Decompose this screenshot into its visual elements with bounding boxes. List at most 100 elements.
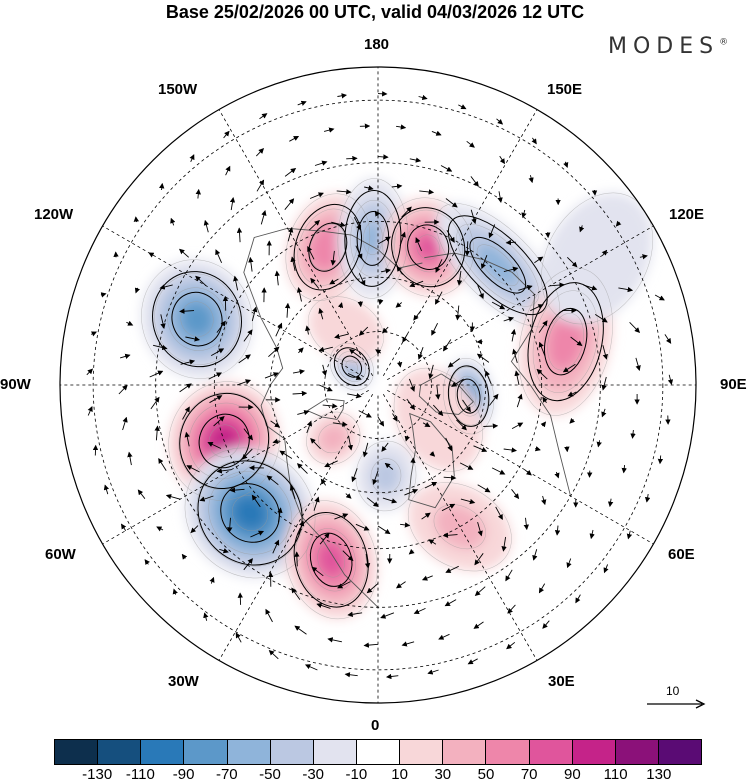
wind-vector-arrow <box>235 632 242 643</box>
wind-vector-arrow <box>266 75 275 81</box>
wind-vector-arrow <box>591 189 598 196</box>
wind-vector-arrow <box>264 372 279 379</box>
wind-vector-arrow <box>160 314 166 329</box>
colorbar-tick-label: -10 <box>345 766 368 783</box>
wind-vector-arrow <box>133 216 140 223</box>
streamline <box>308 222 348 272</box>
wind-vector-arrow <box>432 404 444 417</box>
map-background <box>60 67 696 703</box>
wind-vector-arrow <box>460 498 476 505</box>
wind-vector-arrow <box>428 364 434 380</box>
wind-vector-arrow <box>483 423 499 429</box>
wind-vector-arrow <box>458 104 467 110</box>
wind-vector-arrow <box>564 446 570 453</box>
wind-vector-arrow <box>210 348 225 356</box>
reference-vector-arrow-icon <box>647 699 706 709</box>
contour-line <box>188 402 260 480</box>
wind-vector-arrow <box>170 217 176 226</box>
wind-vector-arrow <box>488 393 499 406</box>
colorbar-cell <box>313 740 357 764</box>
meridian-line <box>382 394 548 679</box>
wind-vector-arrow <box>236 379 252 386</box>
wind-vector-arrow <box>505 569 513 582</box>
lon-label-150e: 150E <box>547 81 583 98</box>
wind-vector-arrow <box>601 408 607 418</box>
wind-vector-arrow <box>601 150 607 157</box>
streamline <box>391 207 466 288</box>
wind-vector-arrow <box>298 520 305 535</box>
wind-vector-arrow <box>289 484 296 500</box>
wind-vector-arrow <box>530 304 544 312</box>
anomaly-level <box>345 360 358 374</box>
wind-vector-arrow <box>594 314 608 323</box>
wind-vector-arrow <box>122 416 128 431</box>
wind-vector-arrow <box>392 413 398 422</box>
latitude-circle <box>92 99 664 671</box>
wind-vector-arrow <box>334 333 349 339</box>
wind-vector-arrow <box>630 429 636 439</box>
wind-vector-arrow <box>308 219 320 231</box>
wind-vector-arrow <box>53 390 56 397</box>
colorbar-tick-label: 30 <box>434 766 452 783</box>
wind-vector-arrow <box>321 364 327 377</box>
wind-vector-arrow <box>215 249 223 263</box>
wind-vector-arrow <box>507 604 516 614</box>
lon-label-0: 0 <box>371 717 380 734</box>
wind-vector-arrow <box>152 344 168 351</box>
wind-vector-arrow <box>566 256 578 268</box>
contour-line <box>208 471 292 555</box>
meridian-line <box>208 394 374 679</box>
colorbar-tick-label: -30 <box>302 766 325 783</box>
wind-vector-arrow <box>532 549 538 561</box>
contour-line <box>167 287 227 351</box>
wind-vector-arrow <box>497 191 503 203</box>
wind-vector-arrow <box>470 209 477 225</box>
lon-label-180: 180 <box>364 36 390 53</box>
lon-label-90w: 90W <box>0 376 31 393</box>
wind-vector-arrow <box>310 277 320 289</box>
wind-vector-arrow <box>400 522 411 528</box>
anomaly-level <box>394 368 483 472</box>
wind-vector-arrow <box>701 351 704 359</box>
wind-vector-arrow <box>265 608 273 623</box>
wind-vector-arrow <box>566 558 572 569</box>
wind-vector-arrow <box>195 275 207 287</box>
wind-vector-arrow <box>419 189 435 195</box>
wind-vector-arrow <box>238 674 247 683</box>
wind-vector-arrow <box>378 299 384 305</box>
wind-vector-arrow <box>86 368 94 376</box>
wind-vector-arrow <box>495 506 503 520</box>
wind-vector-arrow <box>406 398 416 411</box>
wind-vector-arrow <box>491 301 506 310</box>
wind-vector-arrow <box>511 422 524 429</box>
wind-vector-arrow <box>297 100 307 106</box>
wind-vector-arrow <box>575 594 581 604</box>
wind-vector-arrow <box>395 581 406 589</box>
wind-vector-arrow <box>477 285 484 300</box>
wind-vector-arrow <box>363 642 379 648</box>
wind-vector-arrow <box>332 421 348 427</box>
wind-vector-arrow <box>154 425 160 441</box>
contour-line <box>329 342 374 391</box>
wind-vector-arrow <box>692 306 696 314</box>
contour-line <box>317 542 345 578</box>
wind-vector-arrow <box>233 275 239 291</box>
wind-vector-arrow <box>203 612 209 621</box>
wind-vector-arrow <box>133 595 139 603</box>
wind-vector-arrow <box>654 294 665 301</box>
wind-vector-arrow <box>159 284 173 290</box>
wind-vector-arrow <box>521 209 527 219</box>
contour-line <box>196 459 304 567</box>
wind-vector-arrow <box>362 442 369 458</box>
wind-vector-arrow <box>456 270 463 286</box>
contour-line <box>350 200 396 277</box>
coastline <box>243 227 423 608</box>
wind-vector-arrow <box>337 302 344 309</box>
wind-vector-arrow <box>237 592 243 605</box>
streamline <box>171 291 223 347</box>
wind-vector-arrow <box>602 345 608 360</box>
wind-vector-arrow <box>311 566 324 577</box>
wind-vector-arrow <box>319 532 330 545</box>
wind-vector-arrow <box>298 347 304 354</box>
wind-vector-arrow <box>396 124 407 130</box>
